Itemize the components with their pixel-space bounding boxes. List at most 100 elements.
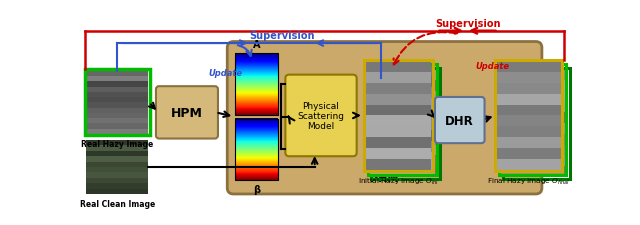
Bar (86, 162, 148, 168)
Bar (86, 167, 148, 173)
Bar (503, 68, 570, 179)
Bar (86, 129, 148, 135)
Bar (501, 88, 564, 99)
Bar (505, 81, 568, 92)
Text: Update: Update (476, 61, 509, 70)
Bar (86, 146, 148, 152)
Text: Supervision: Supervision (249, 31, 314, 41)
Text: Real Hazy Image: Real Hazy Image (81, 139, 154, 148)
Bar (86, 72, 148, 77)
Bar (373, 70, 439, 81)
Bar (369, 98, 435, 109)
Bar (505, 102, 568, 113)
Bar (235, 54, 278, 115)
Bar (365, 159, 431, 170)
Bar (497, 105, 561, 116)
Bar (505, 134, 568, 145)
Bar (365, 137, 431, 148)
Bar (86, 124, 148, 129)
Bar (86, 140, 148, 146)
Text: Real Clean Image: Real Clean Image (79, 199, 155, 208)
Bar (497, 127, 561, 138)
Text: Physical
Scattering
Model: Physical Scattering Model (298, 101, 344, 131)
Bar (86, 189, 148, 194)
Bar (369, 109, 435, 120)
Bar (505, 166, 568, 178)
Bar (373, 91, 439, 103)
FancyBboxPatch shape (156, 87, 218, 139)
Bar (86, 151, 148, 157)
Bar (86, 87, 148, 93)
Bar (365, 105, 431, 116)
Bar (501, 130, 564, 142)
Bar (369, 120, 435, 131)
Bar (86, 140, 148, 194)
Bar (86, 173, 148, 178)
Bar (501, 77, 564, 88)
Bar (365, 62, 431, 73)
Bar (369, 77, 435, 88)
Bar (501, 141, 564, 152)
Text: A: A (253, 40, 260, 50)
Bar (373, 102, 439, 113)
Bar (365, 62, 431, 170)
Bar (367, 65, 436, 175)
Bar (373, 70, 439, 177)
FancyBboxPatch shape (227, 42, 542, 194)
Bar (373, 166, 439, 178)
Text: Update: Update (209, 69, 243, 78)
Bar (369, 163, 435, 174)
Text: Final Hazy Image $O_{final}$: Final Hazy Image $O_{final}$ (487, 176, 570, 186)
Bar (365, 127, 431, 138)
Bar (501, 163, 564, 174)
Bar (86, 77, 148, 82)
Bar (505, 145, 568, 156)
Bar (497, 84, 561, 95)
Bar (86, 98, 148, 103)
Bar (86, 183, 148, 189)
Bar (501, 66, 564, 77)
Text: β: β (253, 184, 260, 194)
Bar (86, 113, 148, 119)
Bar (497, 116, 561, 127)
Bar (86, 103, 148, 108)
Bar (497, 159, 561, 170)
Text: DHR: DHR (445, 114, 474, 127)
Bar (497, 73, 561, 84)
Bar (501, 120, 564, 131)
Bar (369, 130, 435, 142)
Bar (369, 88, 435, 99)
Bar (505, 70, 568, 177)
Bar (497, 62, 561, 73)
Bar (505, 156, 568, 167)
Bar (86, 178, 148, 184)
Bar (86, 108, 148, 114)
Bar (501, 66, 564, 173)
Bar (86, 119, 148, 124)
Bar (369, 152, 435, 163)
Bar (365, 84, 431, 95)
Bar (501, 109, 564, 120)
Bar (505, 70, 568, 81)
Bar (371, 68, 440, 179)
Text: Initial Hazy Image $O_{ini}$: Initial Hazy Image $O_{ini}$ (358, 176, 438, 186)
Bar (235, 119, 278, 180)
Bar (505, 113, 568, 124)
Bar (86, 82, 148, 88)
Bar (373, 156, 439, 167)
Bar (373, 124, 439, 135)
Bar (373, 81, 439, 92)
Bar (497, 137, 561, 148)
Bar (373, 145, 439, 156)
Bar (497, 62, 561, 170)
Bar (495, 61, 562, 171)
Bar (501, 98, 564, 109)
Bar (365, 73, 431, 84)
Bar (499, 65, 566, 175)
Bar (86, 92, 148, 98)
Text: HPM: HPM (171, 106, 203, 119)
Bar (497, 94, 561, 106)
Bar (365, 148, 431, 159)
Bar (369, 141, 435, 152)
Bar (86, 157, 148, 162)
